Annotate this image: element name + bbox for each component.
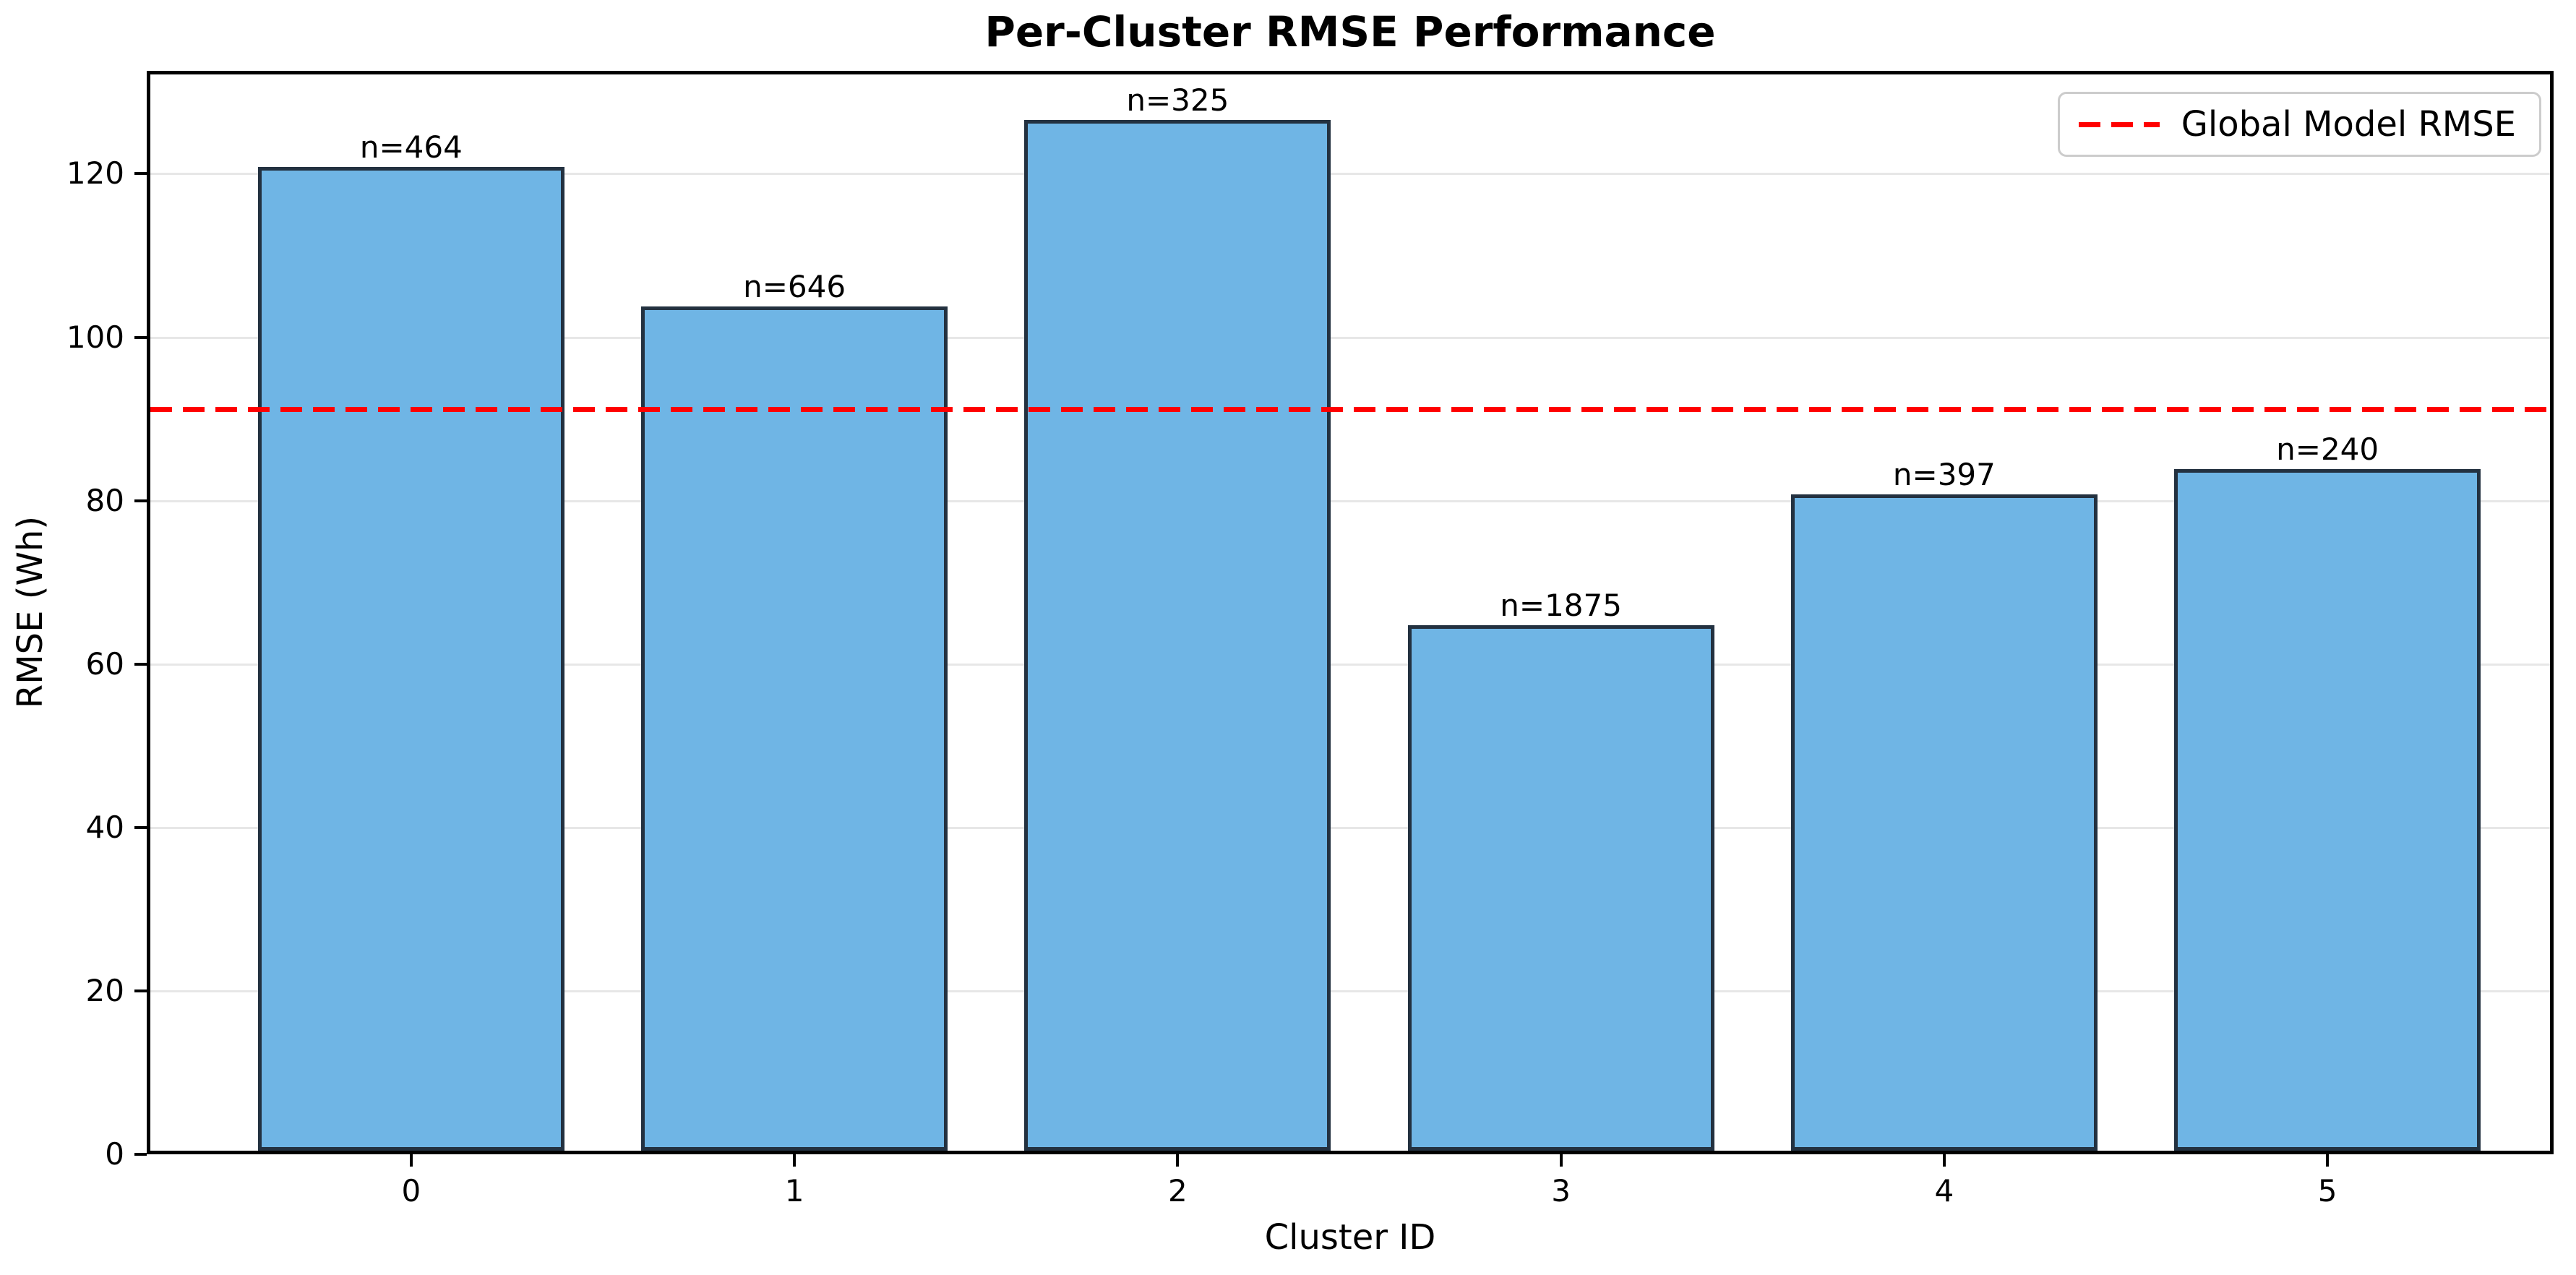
gridline-y-80: [150, 499, 2550, 502]
y-tick-mark-80: [134, 499, 147, 502]
x-tick-mark-2: [1176, 1154, 1180, 1167]
bar-count-label-2: n=325: [1126, 82, 1229, 119]
bar-count-label-4: n=397: [1892, 457, 1996, 493]
y-tick-mark-40: [134, 825, 147, 829]
bar-cluster-4: [1790, 494, 2098, 1151]
y-tick-label-0: 0: [105, 1136, 124, 1172]
x-tick-mark-1: [793, 1154, 797, 1167]
y-tick-label-120: 120: [66, 155, 124, 192]
chart-title: Per-Cluster RMSE Performance: [984, 7, 1716, 56]
x-tick-mark-4: [1942, 1154, 1946, 1167]
legend-dashed-line-sample: [2078, 121, 2160, 127]
y-tick-mark-0: [134, 1153, 147, 1156]
y-tick-label-40: 40: [85, 809, 124, 845]
x-tick-label-5: 5: [2317, 1173, 2337, 1209]
bar-count-label-3: n=1875: [1500, 588, 1622, 624]
bar-cluster-2: [1024, 120, 1331, 1151]
gridline-y-20: [150, 989, 2550, 992]
x-tick-mark-0: [409, 1154, 413, 1167]
gridline-y-60: [150, 663, 2550, 666]
x-tick-label-0: 0: [401, 1173, 421, 1209]
plot-area: Global Model RMSE n=464 n=646 n=325 n=1875 n…: [147, 71, 2554, 1154]
bar-count-label-0: n=464: [359, 129, 463, 165]
x-axis-label: Cluster ID: [1264, 1217, 1436, 1258]
x-tick-label-4: 4: [1934, 1173, 1954, 1209]
y-tick-label-60: 60: [85, 645, 124, 682]
x-tick-label-3: 3: [1551, 1173, 1571, 1209]
legend: Global Model RMSE: [2057, 92, 2541, 157]
gridline-y-100: [150, 336, 2550, 339]
legend-label: Global Model RMSE: [2181, 104, 2516, 145]
bar-cluster-0: [257, 166, 564, 1151]
gridline-y-40: [150, 826, 2550, 829]
bar-count-label-1: n=646: [743, 269, 846, 305]
x-tick-label-2: 2: [1168, 1173, 1188, 1209]
x-tick-mark-3: [1559, 1154, 1563, 1167]
x-tick-mark-5: [2326, 1154, 2330, 1167]
y-tick-mark-120: [134, 172, 147, 176]
y-tick-label-20: 20: [85, 972, 124, 1008]
y-tick-mark-100: [134, 335, 147, 339]
global-rmse-reference-line: [150, 407, 2550, 412]
x-tick-label-1: 1: [784, 1173, 804, 1209]
y-tick-label-80: 80: [85, 482, 124, 518]
bar-cluster-3: [1407, 625, 1714, 1151]
bar-cluster-5: [2174, 469, 2481, 1151]
y-tick-mark-20: [134, 989, 147, 992]
y-tick-mark-60: [134, 662, 147, 666]
bar-count-label-5: n=240: [2276, 432, 2379, 468]
y-axis-label: RMSE (Wh): [10, 515, 51, 709]
bar-cluster-1: [641, 306, 948, 1151]
gridline-y-120: [150, 173, 2550, 176]
y-tick-label-100: 100: [66, 319, 124, 355]
